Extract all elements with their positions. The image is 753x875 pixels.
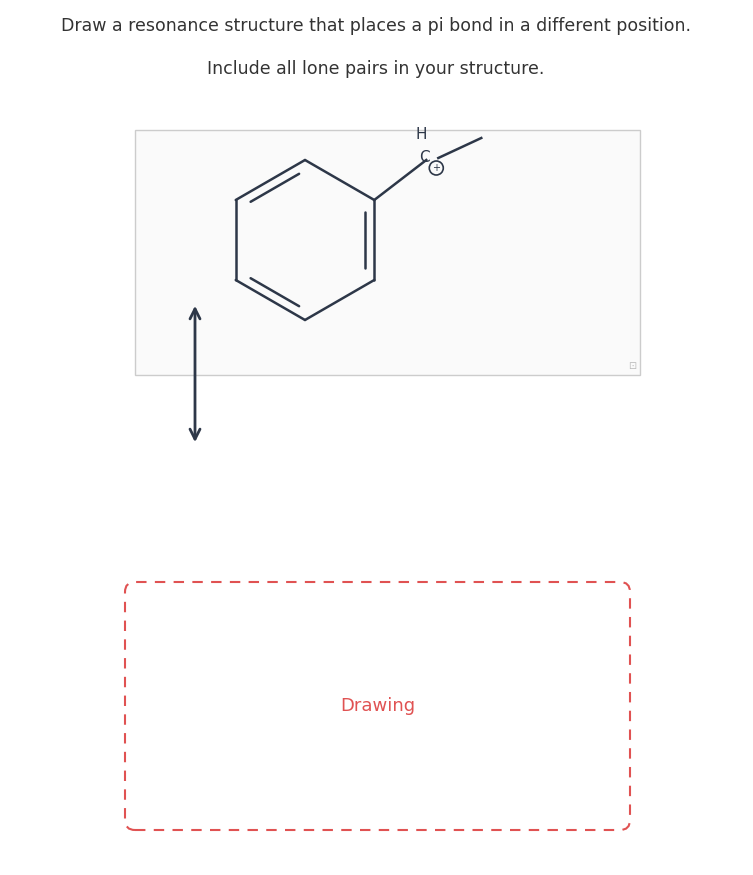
Text: ⊡: ⊡: [628, 361, 636, 371]
Text: Include all lone pairs in your structure.: Include all lone pairs in your structure…: [207, 60, 544, 78]
Text: Draw a resonance structure that places a pi bond in a different position.: Draw a resonance structure that places a…: [61, 17, 691, 35]
Text: C: C: [419, 150, 430, 165]
Text: +: +: [432, 163, 441, 173]
Text: Drawing: Drawing: [340, 697, 415, 715]
Text: H: H: [416, 127, 427, 142]
Bar: [135, 130, 640, 375]
FancyBboxPatch shape: [125, 582, 630, 830]
